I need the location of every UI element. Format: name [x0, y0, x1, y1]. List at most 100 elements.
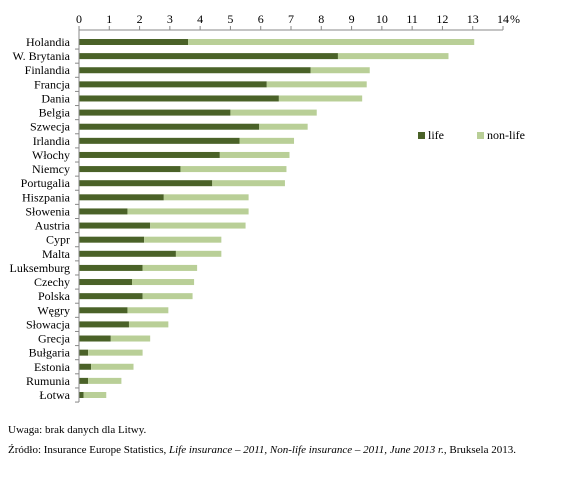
x-tick-label: 0	[76, 12, 82, 26]
bar-life	[79, 349, 89, 356]
category-label: Niemcy	[32, 162, 70, 176]
source-suffix: , Bruksela 2013.	[443, 444, 516, 456]
bar-non-life	[128, 321, 169, 328]
x-tick-label: 13	[467, 12, 479, 26]
bar-non-life	[127, 307, 169, 314]
legend-label-non-life: non-life	[487, 128, 525, 142]
bar-life	[79, 363, 92, 370]
category-label: Węgry	[37, 303, 70, 317]
bar-life	[79, 123, 260, 130]
bar-non-life	[310, 67, 370, 74]
bar-non-life	[175, 250, 222, 257]
legend: life non-life	[418, 128, 525, 142]
x-tick-label: 6	[258, 12, 264, 26]
bar-non-life	[239, 137, 295, 144]
bar-non-life	[144, 236, 222, 243]
bar-non-life	[180, 166, 287, 173]
legend-swatch-non-life	[477, 132, 484, 139]
source-italic: Life insurance – 2011, Non-life insuranc…	[169, 444, 444, 456]
bar-life	[79, 307, 128, 314]
category-label: Rumunia	[26, 374, 71, 388]
bar-life	[79, 392, 84, 398]
category-label: Bułgaria	[29, 346, 71, 360]
category-label: Cypr	[46, 233, 70, 247]
bar-non-life	[230, 109, 317, 116]
x-tick-label: 7	[288, 12, 294, 26]
category-label: Polska	[38, 289, 71, 303]
x-tick-label: 5	[227, 12, 233, 26]
x-tick-label: 3	[167, 12, 173, 26]
bar-life	[79, 39, 189, 45]
bar-non-life	[278, 95, 363, 102]
category-label: Irlandia	[33, 134, 71, 148]
bar-life	[79, 321, 129, 328]
bar-non-life	[88, 377, 122, 384]
bar-life	[79, 264, 143, 271]
bar-life	[79, 208, 128, 215]
category-label: Włochy	[32, 148, 70, 162]
bar-life	[79, 194, 164, 201]
source-prefix: Źródło: Insurance Europe Statistics,	[8, 444, 169, 456]
category-label: Czechy	[34, 275, 70, 289]
bar-non-life	[150, 222, 246, 229]
legend-swatch-life	[418, 132, 425, 139]
bar-life	[79, 81, 267, 88]
category-label: Finlandia	[25, 63, 71, 77]
bar-non-life	[91, 363, 134, 370]
category-label: W. Brytania	[12, 49, 70, 63]
bar-non-life	[212, 180, 285, 187]
x-tick-label: 11	[406, 12, 418, 26]
bar-non-life	[142, 264, 198, 271]
bar-life	[79, 109, 231, 116]
bar-non-life	[259, 123, 308, 130]
bar-non-life	[132, 279, 195, 286]
bar-non-life	[219, 151, 290, 158]
bar-life	[79, 166, 181, 173]
x-tick-label: 9	[349, 12, 355, 26]
footnote-note: Uwaga: brak danych dla Litwy.	[8, 424, 147, 436]
bar-life	[79, 236, 145, 243]
bar-life	[79, 335, 111, 342]
category-label: Austria	[35, 219, 71, 233]
bar-non-life	[337, 53, 449, 60]
category-label: Holandia	[26, 35, 71, 49]
bar-life	[79, 137, 240, 144]
x-tick-label: 10	[376, 12, 388, 26]
x-axis: 0 1 2 3 4 5 6 7 8 9 10 11 12 13 14%	[76, 12, 520, 31]
bar-life	[79, 53, 338, 60]
bar-non-life	[127, 208, 249, 215]
bar-non-life	[142, 293, 193, 300]
category-label: Słowacja	[26, 317, 71, 331]
x-tick-label: 12	[436, 12, 448, 26]
bar-life	[79, 95, 279, 102]
bar-non-life	[266, 81, 367, 88]
x-tick-label: 1	[106, 12, 112, 26]
bar-life	[79, 222, 151, 229]
bar-non-life	[188, 39, 475, 45]
bar-life	[79, 151, 220, 158]
x-tick-label: 4	[197, 12, 203, 26]
bar-life	[79, 293, 143, 300]
x-tick-label: 2	[137, 12, 143, 26]
category-label: Grecja	[38, 332, 71, 346]
bar-life	[79, 67, 311, 74]
category-label: Dania	[41, 91, 70, 105]
bar-non-life	[83, 392, 107, 398]
bar-non-life	[88, 349, 143, 356]
x-unit-label: %	[510, 12, 520, 26]
category-label: Luksemburg	[10, 261, 70, 275]
bar-non-life	[163, 194, 249, 201]
category-label: Portugalia	[21, 176, 71, 190]
bar-life	[79, 180, 213, 187]
bar-life	[79, 250, 176, 257]
category-label: Malta	[42, 247, 71, 261]
category-label: Belgia	[39, 106, 71, 120]
legend-label-life: life	[428, 128, 444, 142]
category-label: Hiszpania	[22, 190, 71, 204]
bars	[79, 39, 475, 398]
x-tick-label: 8	[318, 12, 324, 26]
category-label: Łotwa	[39, 388, 70, 402]
bar-non-life	[110, 335, 151, 342]
